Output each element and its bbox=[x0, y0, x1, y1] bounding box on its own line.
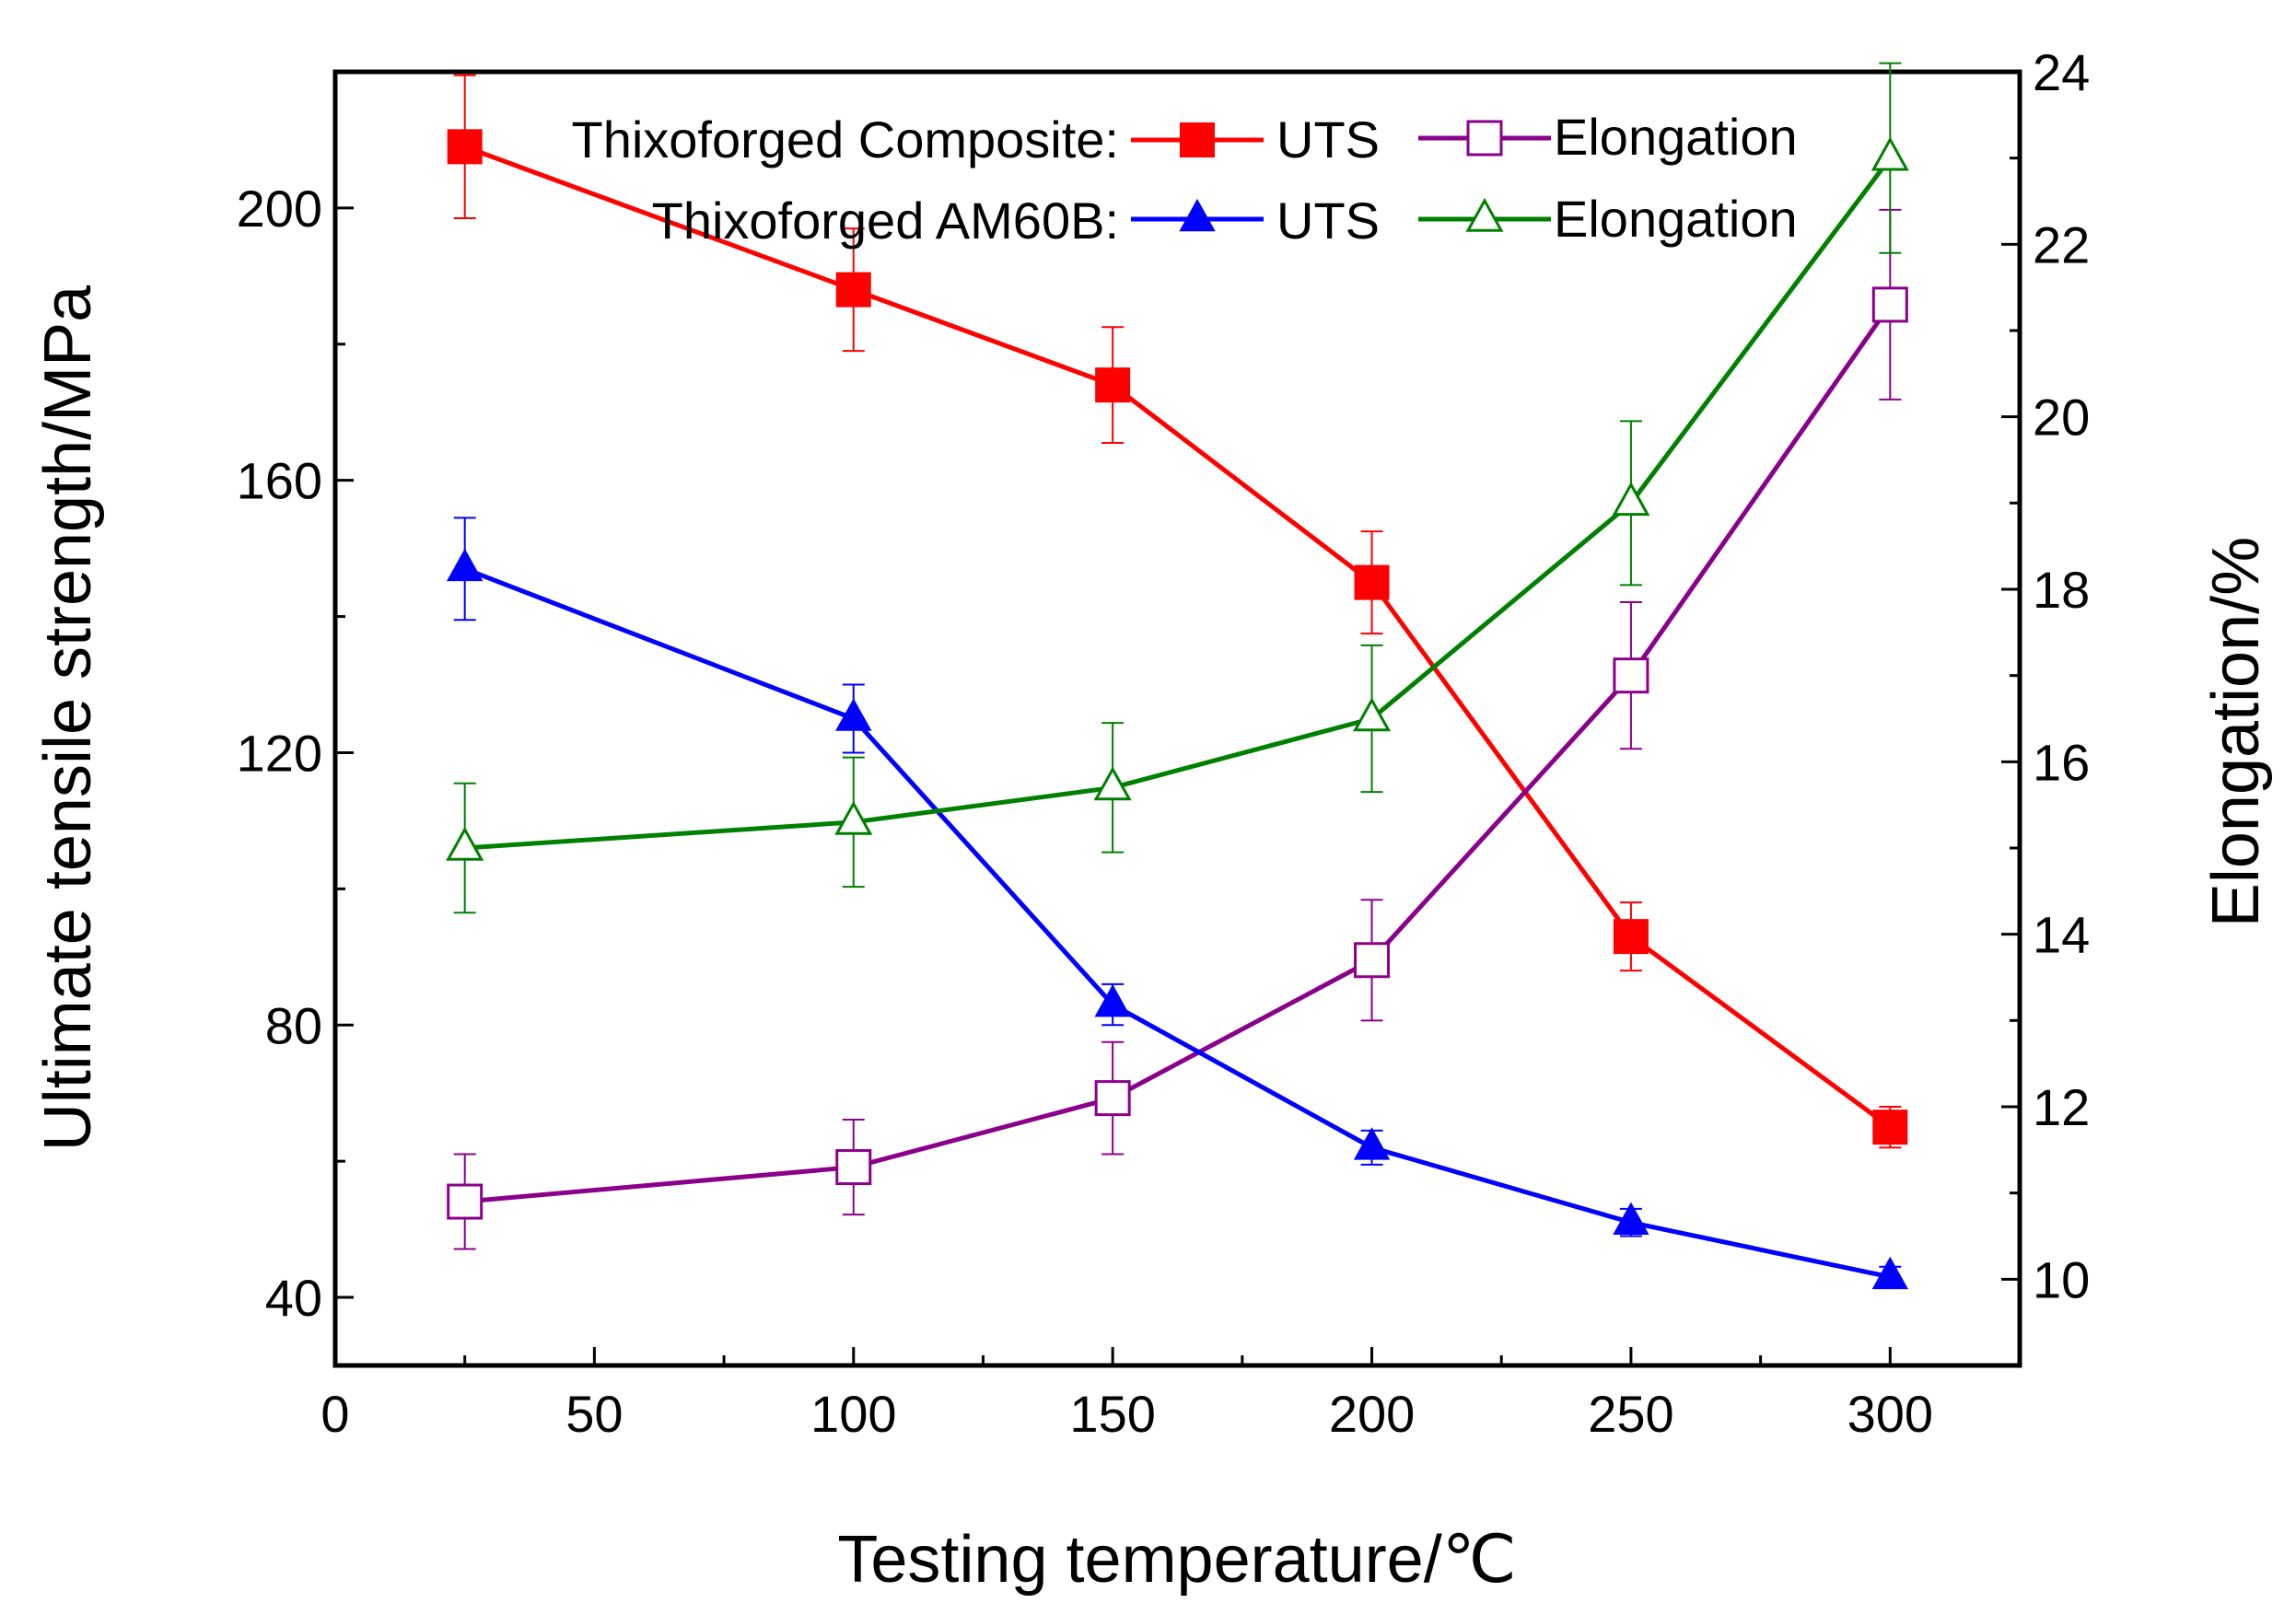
axis-ticks bbox=[333, 70, 2022, 1365]
tick-labels: 0 50 100 150 200 250 300 40 80 120 160 200 10 12 14 16 1… bbox=[237, 43, 2091, 1443]
data-point bbox=[1871, 286, 1908, 323]
data-point bbox=[447, 129, 483, 165]
legend-label: UTS bbox=[1276, 110, 1380, 168]
data-point bbox=[1871, 1256, 1909, 1290]
data-point bbox=[1613, 919, 1649, 955]
data-point bbox=[446, 548, 484, 582]
legend-group-composite: Thixoforged Composite: bbox=[571, 110, 1119, 168]
y2-tick-label: 12 bbox=[2033, 1078, 2090, 1136]
data-point bbox=[1094, 983, 1131, 1017]
data-point bbox=[1354, 564, 1390, 600]
legend-marker bbox=[1466, 120, 1503, 157]
y-tick-label: 200 bbox=[237, 180, 322, 238]
data-point bbox=[1613, 1202, 1649, 1236]
y-tick-label: 160 bbox=[237, 452, 322, 510]
data-point bbox=[1352, 697, 1392, 732]
y2-tick-label: 20 bbox=[2033, 389, 2090, 447]
data-point bbox=[447, 1183, 484, 1220]
series-line bbox=[463, 144, 1892, 1130]
x-axis-title: Testing temperature/℃ bbox=[837, 1523, 1516, 1597]
legend: Thixoforged Composite: Thixoforged AM60B… bbox=[571, 108, 1797, 250]
y-axis-title: Ultimate tensile strength/MPa bbox=[31, 285, 105, 1151]
x-tick-label: 150 bbox=[1069, 1385, 1155, 1443]
x-tick-label: 50 bbox=[565, 1385, 623, 1443]
y2-tick-label: 16 bbox=[2033, 733, 2090, 791]
series-line bbox=[463, 566, 1891, 1280]
data-point bbox=[1871, 136, 1909, 171]
series-2 bbox=[446, 517, 1909, 1290]
data-point bbox=[1093, 766, 1132, 801]
legend-label: Elongation bbox=[1554, 108, 1798, 166]
data-point bbox=[1353, 1127, 1391, 1160]
data-point bbox=[835, 1149, 872, 1186]
x-tick-label: 250 bbox=[1588, 1385, 1673, 1443]
data-point bbox=[835, 272, 871, 308]
y-tick-label: 80 bbox=[265, 996, 322, 1054]
x-tick-label: 300 bbox=[1847, 1385, 1933, 1443]
y2-tick-label: 24 bbox=[2033, 43, 2090, 101]
series-layer bbox=[446, 62, 1909, 1290]
series-3 bbox=[446, 62, 1909, 914]
y2-axis-title: Elongation/% bbox=[2199, 537, 2273, 927]
series-0 bbox=[447, 74, 1908, 1149]
legend-marker bbox=[1180, 122, 1215, 157]
legend-label: Elongation bbox=[1554, 190, 1798, 248]
data-point bbox=[446, 826, 484, 861]
legend-group-am60b: Thixoforged AM60B: bbox=[652, 192, 1119, 250]
y-tick-label: 120 bbox=[237, 724, 322, 782]
x-tick-label: 200 bbox=[1329, 1385, 1415, 1443]
y2-tick-label: 10 bbox=[2033, 1250, 2090, 1308]
legend-marker bbox=[1179, 198, 1216, 232]
data-point bbox=[1354, 942, 1391, 979]
y-tick-label: 40 bbox=[265, 1269, 322, 1327]
data-point bbox=[1094, 1080, 1131, 1117]
data-point bbox=[1872, 1110, 1908, 1145]
legend-label: UTS bbox=[1276, 192, 1380, 250]
plot-frame bbox=[332, 69, 2022, 1368]
legend-marker bbox=[1465, 197, 1504, 232]
series-line bbox=[464, 303, 1893, 1204]
data-point bbox=[1613, 657, 1649, 694]
y2-tick-label: 18 bbox=[2033, 561, 2090, 619]
x-tick-label: 100 bbox=[810, 1385, 896, 1443]
data-point bbox=[835, 698, 872, 731]
x-tick-label: 0 bbox=[321, 1385, 349, 1443]
data-point bbox=[834, 800, 873, 835]
data-point bbox=[1095, 367, 1131, 403]
y2-tick-label: 14 bbox=[2033, 906, 2090, 964]
y2-tick-label: 22 bbox=[2033, 215, 2090, 273]
data-point bbox=[1612, 482, 1650, 517]
series-line bbox=[464, 157, 1893, 851]
series-1 bbox=[447, 208, 1908, 1250]
legend-entries: UTS Elongation UTS Elongation bbox=[1131, 108, 1798, 250]
